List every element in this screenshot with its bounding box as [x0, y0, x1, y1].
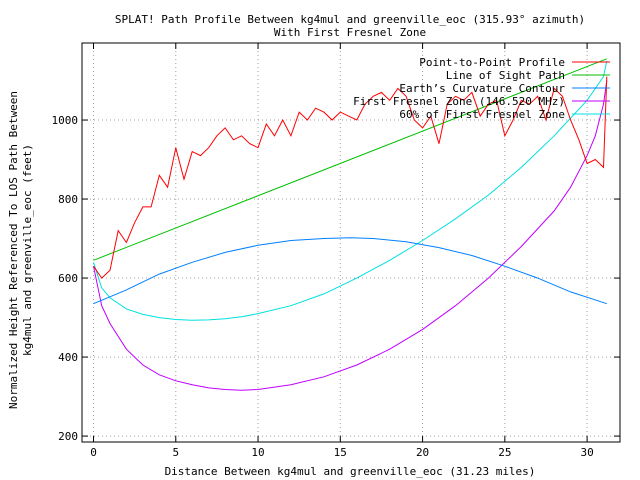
legend-label: Point-to-Point Profile: [419, 56, 565, 69]
series-line-los: [93, 58, 607, 261]
legend-label: Earth’s Curvature Contour: [399, 82, 565, 95]
data-series: [93, 58, 608, 391]
y-axis-label-line2: kg4mul and greenville_eoc (feet): [21, 144, 34, 356]
series-line-fresnel: [93, 80, 608, 391]
x-tick-label: 20: [416, 446, 429, 459]
chart-title: SPLAT! Path Profile Between kg4mul and g…: [115, 13, 585, 26]
y-tick-label: 1000: [52, 114, 79, 127]
x-tick-label: 0: [90, 446, 97, 459]
grid-lines: [82, 43, 620, 442]
legend-label: 60% of First Fresnel Zone: [399, 108, 565, 121]
x-tick-label: 30: [580, 446, 593, 459]
y-tick-label: 800: [58, 193, 78, 206]
x-tick-label: 10: [251, 446, 264, 459]
y-axis-label-line1: Normalized Height Referenced To LOS Path…: [7, 91, 20, 409]
axes: 0 5 10 15 20 25 30 200 400 600 800 1000: [52, 42, 621, 459]
plot-frame: [81, 42, 621, 443]
chart-subtitle: With First Fresnel Zone: [274, 26, 426, 39]
legend-label: Line of Sight Path: [446, 69, 565, 82]
series-line-fresnel60: [93, 60, 608, 321]
series-line-curvature: [93, 237, 607, 305]
x-tick-label: 15: [334, 446, 347, 459]
legend-label: First Fresnel Zone (146.520 MHz): [353, 95, 565, 108]
series-line-profile: [93, 76, 608, 279]
y-tick-label: 200: [58, 430, 78, 443]
y-tick-label: 400: [58, 351, 78, 364]
y-tick-label: 600: [58, 272, 78, 285]
x-axis-label: Distance Between kg4mul and greenville_e…: [165, 465, 536, 478]
x-tick-label: 5: [172, 446, 179, 459]
x-tick-label: 25: [498, 446, 511, 459]
